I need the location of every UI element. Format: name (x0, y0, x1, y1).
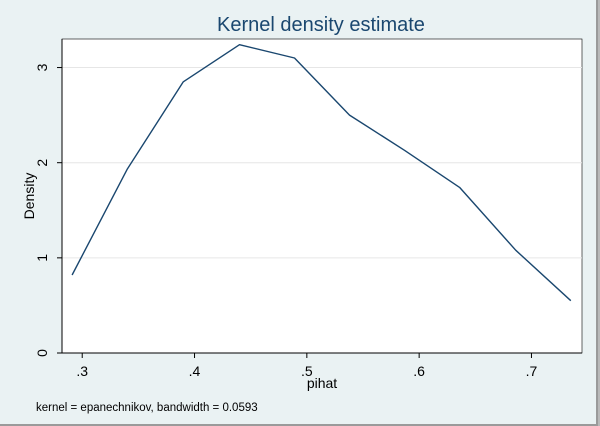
y-tick-label: 1 (34, 254, 50, 262)
y-axis-label: Density (21, 173, 37, 220)
x-tick-label: .7 (526, 363, 538, 379)
density-line (71, 44, 572, 302)
series (71, 44, 572, 302)
x-ticks: .3 .4 .5 .6 .7 (76, 353, 538, 379)
chart-title: Kernel density estimate (217, 14, 425, 36)
x-tick-label: .3 (76, 363, 88, 379)
x-tick-label: .5 (301, 363, 313, 379)
y-tick-label: 3 (34, 63, 50, 71)
x-tick-label: .4 (189, 363, 201, 379)
y-ticks: 0 1 2 3 (34, 63, 62, 357)
plot-area (61, 38, 583, 354)
chart-note: kernel = epanechnikov, bandwidth = 0.059… (36, 402, 258, 414)
x-tick-label: .6 (413, 363, 425, 379)
x-axis-label: pihat (307, 375, 337, 391)
y-tick-label: 2 (34, 159, 50, 167)
y-tick-label: 0 (34, 349, 50, 357)
